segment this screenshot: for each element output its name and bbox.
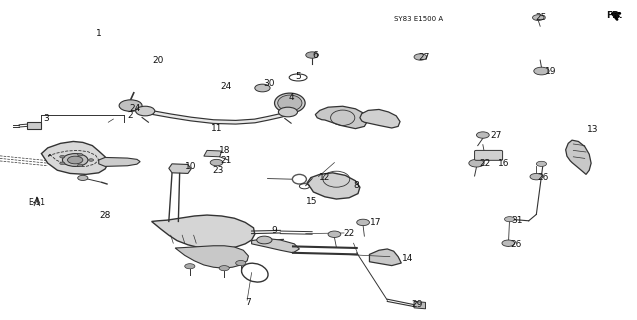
Circle shape — [278, 107, 297, 117]
Text: 5: 5 — [295, 72, 301, 81]
Polygon shape — [307, 173, 360, 199]
FancyBboxPatch shape — [475, 150, 503, 160]
Text: 7: 7 — [245, 298, 252, 307]
Ellipse shape — [275, 93, 305, 113]
Text: 19: 19 — [545, 68, 557, 76]
Circle shape — [257, 236, 272, 244]
Circle shape — [255, 84, 270, 92]
Circle shape — [536, 161, 547, 166]
Text: 26: 26 — [537, 173, 548, 182]
Polygon shape — [152, 215, 255, 250]
Text: 14: 14 — [402, 254, 413, 263]
Polygon shape — [169, 164, 191, 173]
Text: 10: 10 — [185, 162, 197, 171]
Text: E-11: E-11 — [28, 198, 45, 207]
Ellipse shape — [278, 95, 302, 111]
Text: 25: 25 — [536, 13, 547, 22]
Circle shape — [530, 173, 543, 180]
Text: 20: 20 — [152, 56, 164, 65]
Text: SY83 E1500 A: SY83 E1500 A — [394, 16, 443, 21]
Text: 13: 13 — [587, 125, 598, 134]
Polygon shape — [204, 150, 222, 157]
Circle shape — [414, 54, 427, 60]
Circle shape — [306, 52, 318, 58]
Text: 6: 6 — [312, 51, 318, 60]
Text: 18: 18 — [219, 146, 231, 155]
Circle shape — [78, 153, 83, 156]
Text: 26: 26 — [510, 240, 522, 249]
Circle shape — [78, 175, 88, 180]
Text: 28: 28 — [99, 211, 111, 220]
Circle shape — [533, 15, 544, 20]
Circle shape — [534, 67, 549, 75]
Circle shape — [469, 159, 484, 167]
Text: FR.: FR. — [606, 11, 623, 20]
Circle shape — [357, 219, 369, 226]
Circle shape — [328, 231, 341, 237]
Circle shape — [236, 260, 246, 266]
Circle shape — [210, 159, 223, 166]
Circle shape — [62, 154, 88, 166]
Text: 21: 21 — [220, 156, 232, 165]
Polygon shape — [252, 238, 299, 253]
Text: 12: 12 — [319, 173, 331, 182]
Polygon shape — [315, 106, 368, 129]
Polygon shape — [360, 109, 400, 128]
Polygon shape — [566, 140, 591, 174]
Circle shape — [68, 156, 83, 164]
Polygon shape — [414, 301, 426, 309]
Text: 11: 11 — [211, 124, 222, 133]
Text: 22: 22 — [343, 229, 355, 238]
Polygon shape — [41, 141, 108, 174]
Text: 22: 22 — [480, 159, 491, 168]
Text: 2: 2 — [128, 111, 133, 120]
Polygon shape — [175, 246, 248, 268]
Text: 3: 3 — [43, 114, 49, 123]
Circle shape — [119, 100, 142, 111]
Circle shape — [502, 240, 515, 246]
Text: 17: 17 — [370, 218, 382, 227]
Polygon shape — [99, 157, 140, 166]
Text: 31: 31 — [512, 216, 523, 225]
Text: 8: 8 — [354, 181, 360, 190]
Polygon shape — [369, 249, 401, 266]
Text: 16: 16 — [497, 159, 509, 168]
Text: 9: 9 — [271, 226, 277, 235]
Text: 29: 29 — [412, 300, 423, 309]
Circle shape — [476, 132, 489, 138]
Circle shape — [219, 266, 229, 271]
Circle shape — [60, 156, 65, 158]
Polygon shape — [27, 122, 41, 129]
Text: 24: 24 — [220, 82, 232, 91]
Circle shape — [60, 162, 65, 164]
Text: 23: 23 — [212, 166, 224, 175]
Text: 27: 27 — [490, 132, 501, 140]
Text: 15: 15 — [306, 197, 318, 206]
Circle shape — [136, 106, 155, 116]
Text: 1: 1 — [96, 29, 102, 38]
Text: 30: 30 — [264, 79, 275, 88]
Text: 24: 24 — [129, 104, 141, 113]
Circle shape — [185, 264, 195, 269]
Text: 27: 27 — [418, 53, 429, 62]
Circle shape — [89, 159, 94, 161]
Text: 4: 4 — [289, 93, 294, 102]
Circle shape — [78, 164, 83, 167]
Circle shape — [505, 217, 515, 222]
